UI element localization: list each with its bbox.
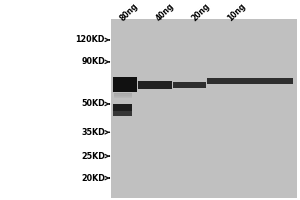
Bar [114,96,132,97]
Bar [173,82,206,88]
Text: 80ng: 80ng [118,1,140,23]
Bar [114,97,132,98]
Bar [207,78,292,84]
Bar [138,81,172,89]
Bar [112,104,132,111]
Text: 120KD: 120KD [76,35,105,44]
Text: 25KD: 25KD [81,152,105,161]
Bar [112,77,136,92]
Text: 35KD: 35KD [81,128,105,137]
Bar [114,94,132,96]
Text: 20ng: 20ng [190,1,212,23]
Text: 10ng: 10ng [226,1,248,23]
Text: 50KD: 50KD [81,99,105,108]
Text: 40ng: 40ng [154,1,176,23]
Text: 90KD: 90KD [81,57,105,66]
Bar [112,111,132,116]
Bar [111,19,297,198]
Text: 20KD: 20KD [81,174,105,183]
Bar [114,93,132,94]
